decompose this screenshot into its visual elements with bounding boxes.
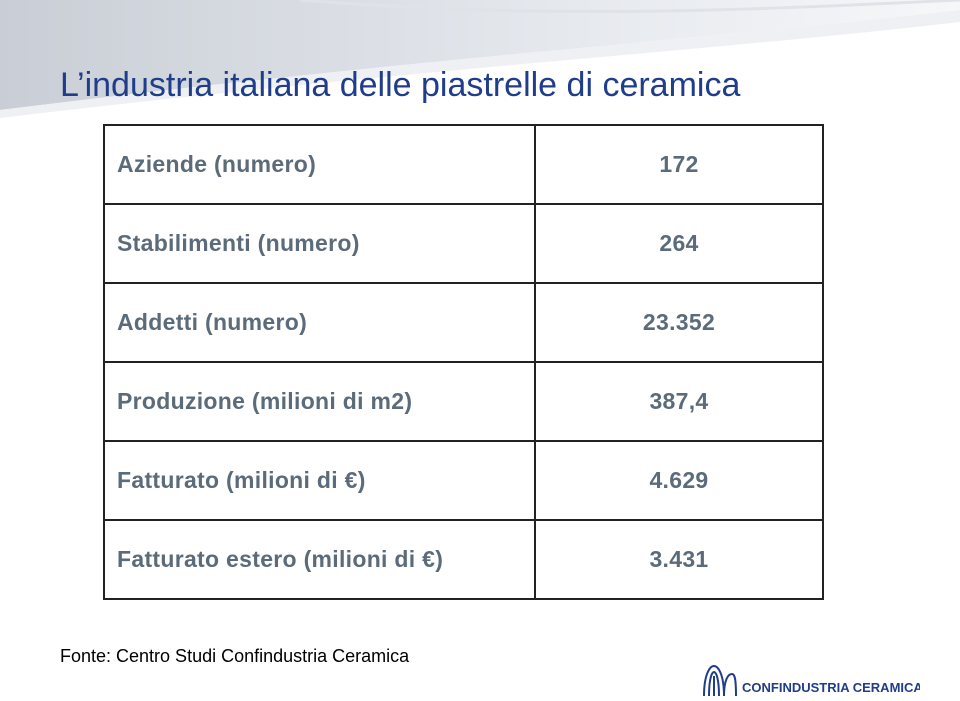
row-label: Produzione (milioni di m2) [103,361,536,442]
row-value: 387,4 [534,361,824,442]
logo-text: CONFINDUSTRIA CERAMICA [742,680,920,695]
table-row: Aziende (numero) 172 [103,124,824,205]
logo-icon [703,664,737,697]
row-label: Fatturato (milioni di €) [103,440,536,521]
table: Aziende (numero) 172 Stabilimenti (numero)… [103,124,824,600]
swoosh-line [299,0,960,14]
table-row: Stabilimenti (numero) 264 [103,203,824,284]
swoosh-light [0,10,960,118]
row-value: 172 [534,124,824,205]
row-label: Stabilimenti (numero) [103,203,536,284]
table-row: Fatturato (milioni di €) 4.629 [103,440,824,521]
title: L’industria italiana delle piastrelle di… [60,66,741,104]
table-row: Produzione (milioni di m2) 387,4 [103,361,824,442]
table-row: Addetti (numero) 23.352 [103,282,824,363]
row-label: Aziende (numero) [103,124,536,205]
swoosh [0,0,960,110]
row-label: Addetti (numero) [103,282,536,363]
table-row: Fatturato estero (milioni di €) 3.431 [103,519,824,600]
row-label: Fatturato estero (milioni di €) [103,519,536,600]
row-value: 4.629 [534,440,824,521]
row-value: 23.352 [534,282,824,363]
source: Fonte: Centro Studi Confindustria Cerami… [60,646,410,666]
row-value: 3.431 [534,519,824,600]
row-value: 264 [534,203,824,284]
logo: CONFINDUSTRIA CERAMICA [703,664,920,697]
